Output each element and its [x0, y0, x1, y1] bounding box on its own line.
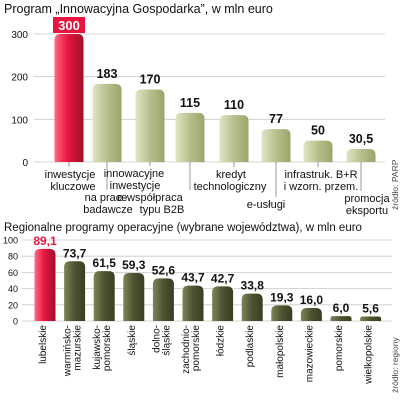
chart1-bar — [92, 83, 122, 162]
chart1-category-label: inwestycje kluczowe — [45, 169, 96, 193]
chart2-bar — [182, 285, 204, 321]
chart2-value-label: 33,8 — [241, 279, 265, 293]
chart1-category-label: kredyt technologiczny — [194, 169, 267, 193]
chart2-ytick-label: 0 — [13, 317, 18, 327]
chart2-category-label: śląskie — [127, 325, 138, 356]
chart2-title: Regionalne programy operacyjne (wybrane … — [4, 222, 362, 234]
chart1-bar — [219, 115, 249, 162]
chart2-value-label: 52,6 — [152, 263, 176, 277]
chart2-ytick-label: 60 — [8, 268, 18, 278]
chart2-value-label: 61,5 — [93, 256, 117, 270]
chart1-category-label: e-usługi — [247, 199, 286, 211]
chart2-bar — [93, 271, 115, 321]
chart1-value-label: 30,5 — [349, 132, 373, 146]
chart2-category-label: pomorskie — [334, 325, 345, 372]
chart1-bar — [135, 89, 165, 162]
chart2-bar — [241, 293, 263, 321]
chart1-bar — [303, 140, 333, 162]
chart2-ytick-label: 100 — [3, 236, 18, 246]
chart1-category-label: infrastruk. B+R i wzorn. przem. — [284, 169, 359, 193]
chart2-value-label: 73,7 — [63, 246, 87, 260]
chart1-value-label: 183 — [97, 67, 118, 81]
chart1-category-label: e-współpraca typu B2B — [117, 192, 184, 216]
chart2-bar — [330, 316, 352, 321]
chart2-ytick-label: 80 — [8, 252, 18, 262]
chart2-bar — [123, 272, 145, 321]
chart2-value-label: 89,1 — [33, 234, 57, 248]
chart1-value-highlight-box — [53, 17, 85, 33]
chart2-bar — [34, 248, 56, 321]
chart2-category-label: warmińsko-mazurskie — [63, 325, 84, 378]
chart2-category-label: łódzkie — [216, 325, 227, 357]
chart1-bar — [54, 34, 84, 162]
chart1-value-label: 170 — [140, 72, 161, 86]
chart1-value-label: 77 — [269, 112, 283, 126]
chart1-category-label: promocja eksportu — [344, 193, 390, 217]
chart1-value-label: 110 — [224, 98, 244, 112]
chart1-bar — [346, 148, 376, 162]
chart2-category-label: małopolskie — [275, 325, 286, 378]
chart1-ytick-label: 200 — [11, 73, 28, 84]
chart2-value-label: 5,6 — [362, 301, 379, 315]
chart1-bar — [261, 129, 291, 162]
chart1-bar — [175, 112, 205, 162]
chart2-bar — [152, 278, 174, 321]
chart2-bar — [360, 316, 382, 321]
chart2-bar — [271, 305, 293, 321]
chart2-value-label: 43,7 — [181, 271, 205, 285]
chart2-category-label: dolno-śląskie — [151, 325, 172, 356]
chart2-ytick-label: 40 — [8, 284, 18, 294]
chart2-value-label: 16,0 — [300, 293, 324, 307]
chart1-title: Program „Innowacyjna Gospodarka”, w mln … — [4, 2, 273, 16]
chart1-category-label: na prace badawcze — [83, 192, 133, 216]
chart1-value-label: 115 — [180, 96, 200, 110]
chart2-category-label: lubelskie — [38, 325, 49, 364]
chart1-value-label: 50 — [311, 124, 325, 138]
chart2-category-label: mazowieckie — [304, 325, 315, 383]
chart2-category-label: wielkopolskie — [364, 325, 375, 385]
chart1-ytick-label: 0 — [22, 158, 28, 169]
chart2-category-label: podlaskie — [245, 325, 256, 368]
chart2-value-label: 42,7 — [211, 271, 235, 285]
chart2-ytick-label: 20 — [8, 300, 18, 310]
chart2-source-note: źródło: regiony — [390, 336, 400, 393]
chart1-ytick-label: 100 — [11, 115, 28, 126]
chart2-value-label: 19,3 — [270, 290, 294, 304]
chart2-category-label: zachodnio-pomorskie — [181, 325, 202, 374]
chart2-bar — [64, 261, 86, 321]
chart2-value-label: 6,0 — [333, 301, 350, 315]
chart1-source-note: źródło: PARP — [390, 159, 400, 210]
chart2-bar — [212, 286, 234, 321]
chart2-category-label: kujawsko-pomorskie — [92, 325, 113, 372]
chart1-ytick-label: 300 — [11, 30, 28, 41]
chart1-category-label: innowacyjne inwestycje — [104, 168, 165, 192]
chart2-value-label: 59,3 — [122, 258, 146, 272]
chart2-bar — [300, 308, 322, 321]
chart1-value-label: 300 — [58, 18, 80, 33]
